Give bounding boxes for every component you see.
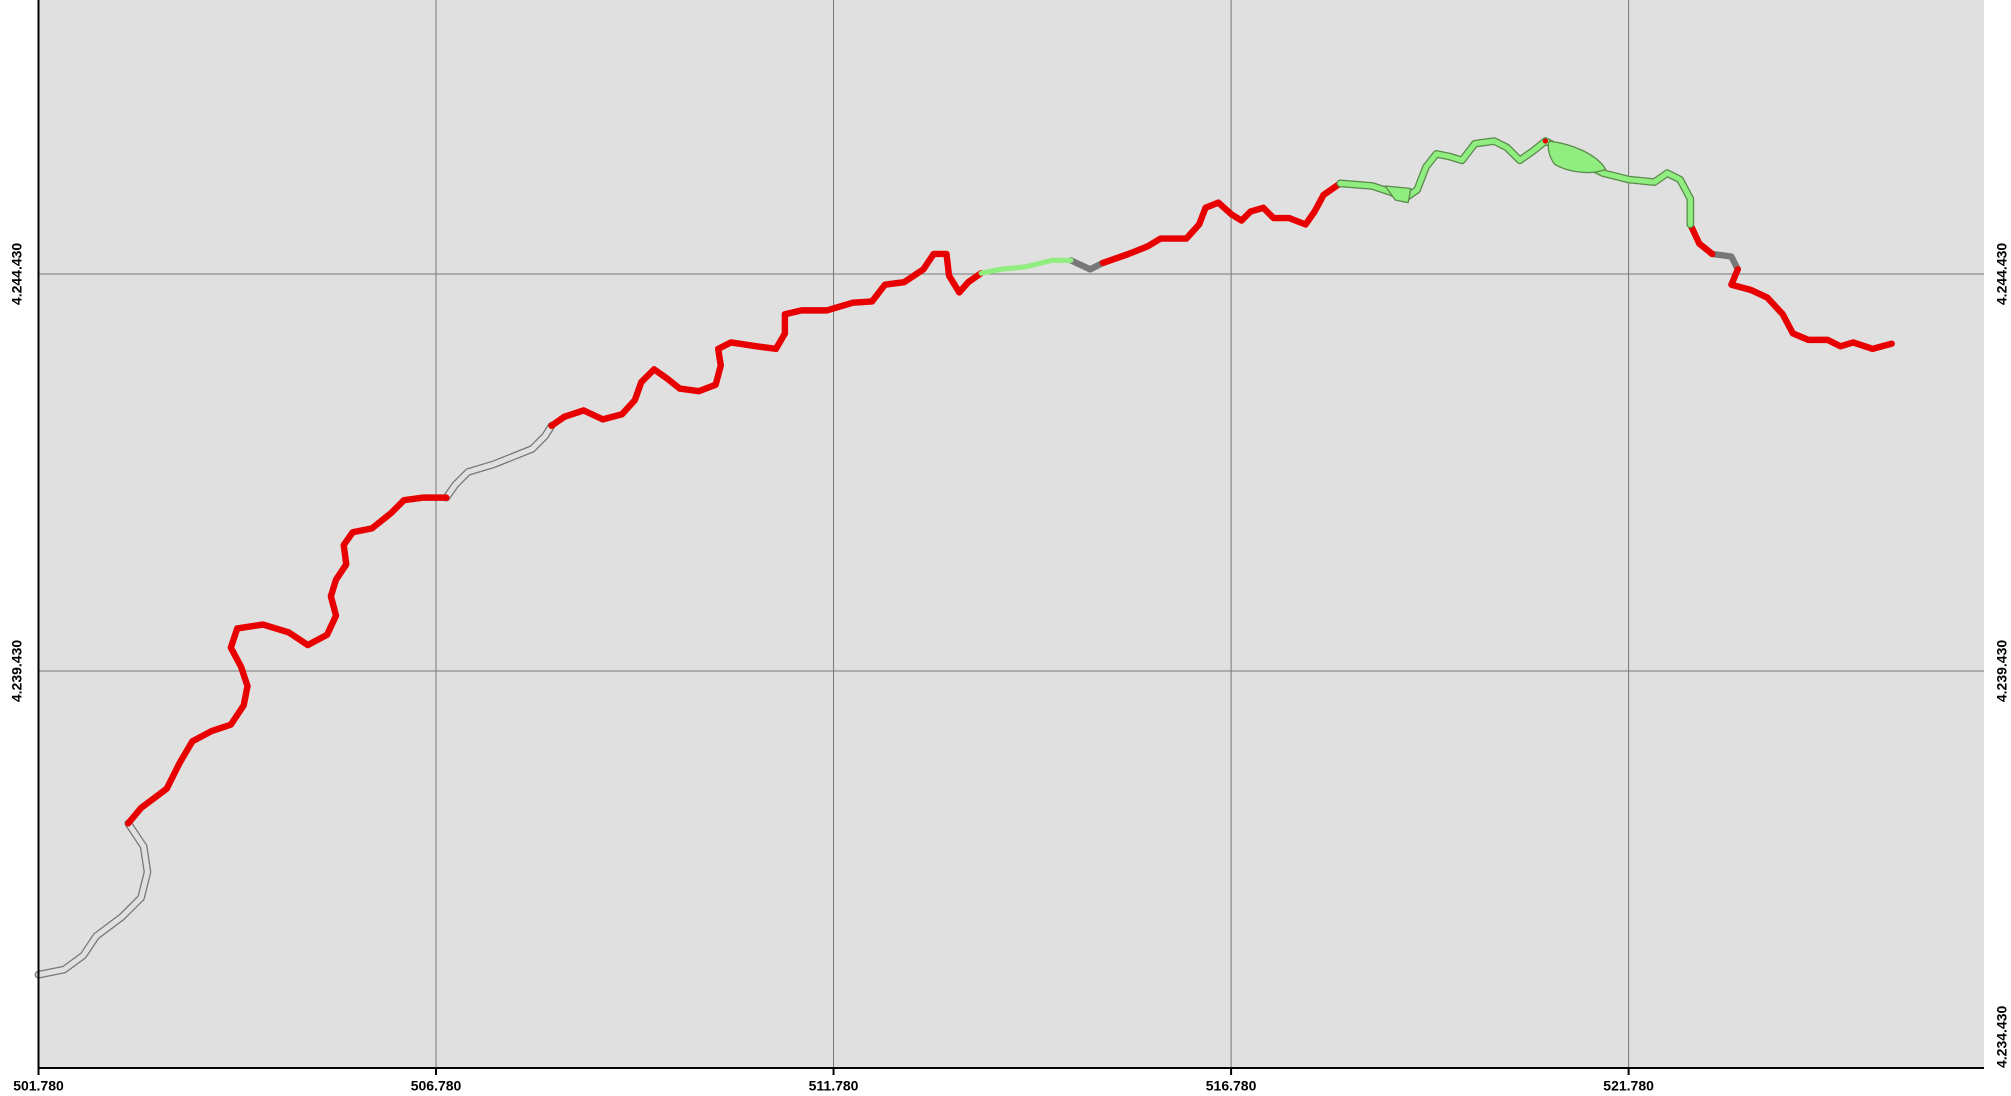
x-tick-label: 511.780 — [809, 1078, 859, 1094]
x-tick-label: 521.780 — [1603, 1078, 1654, 1094]
x-tick-label: 506.780 — [411, 1078, 462, 1094]
x-tick-label: 516.780 — [1206, 1078, 1257, 1094]
river-grey — [34, 250, 1741, 979]
x-tick-label: 501.780 — [13, 1078, 64, 1094]
river-green — [978, 137, 1695, 276]
y-tick-label-left: 4.239.430 — [9, 640, 25, 702]
y-tick-label-right: 4.244.430 — [1994, 243, 2010, 305]
river-red — [125, 180, 1895, 827]
y-tick-label-left: 4.244.430 — [9, 243, 25, 305]
map-background — [38, 0, 1984, 1068]
y-tick-label-right: 4.234.430 — [1994, 1006, 2010, 1068]
y-tick-label-right: 4.239.430 — [1994, 640, 2010, 702]
river — [34, 137, 1895, 979]
